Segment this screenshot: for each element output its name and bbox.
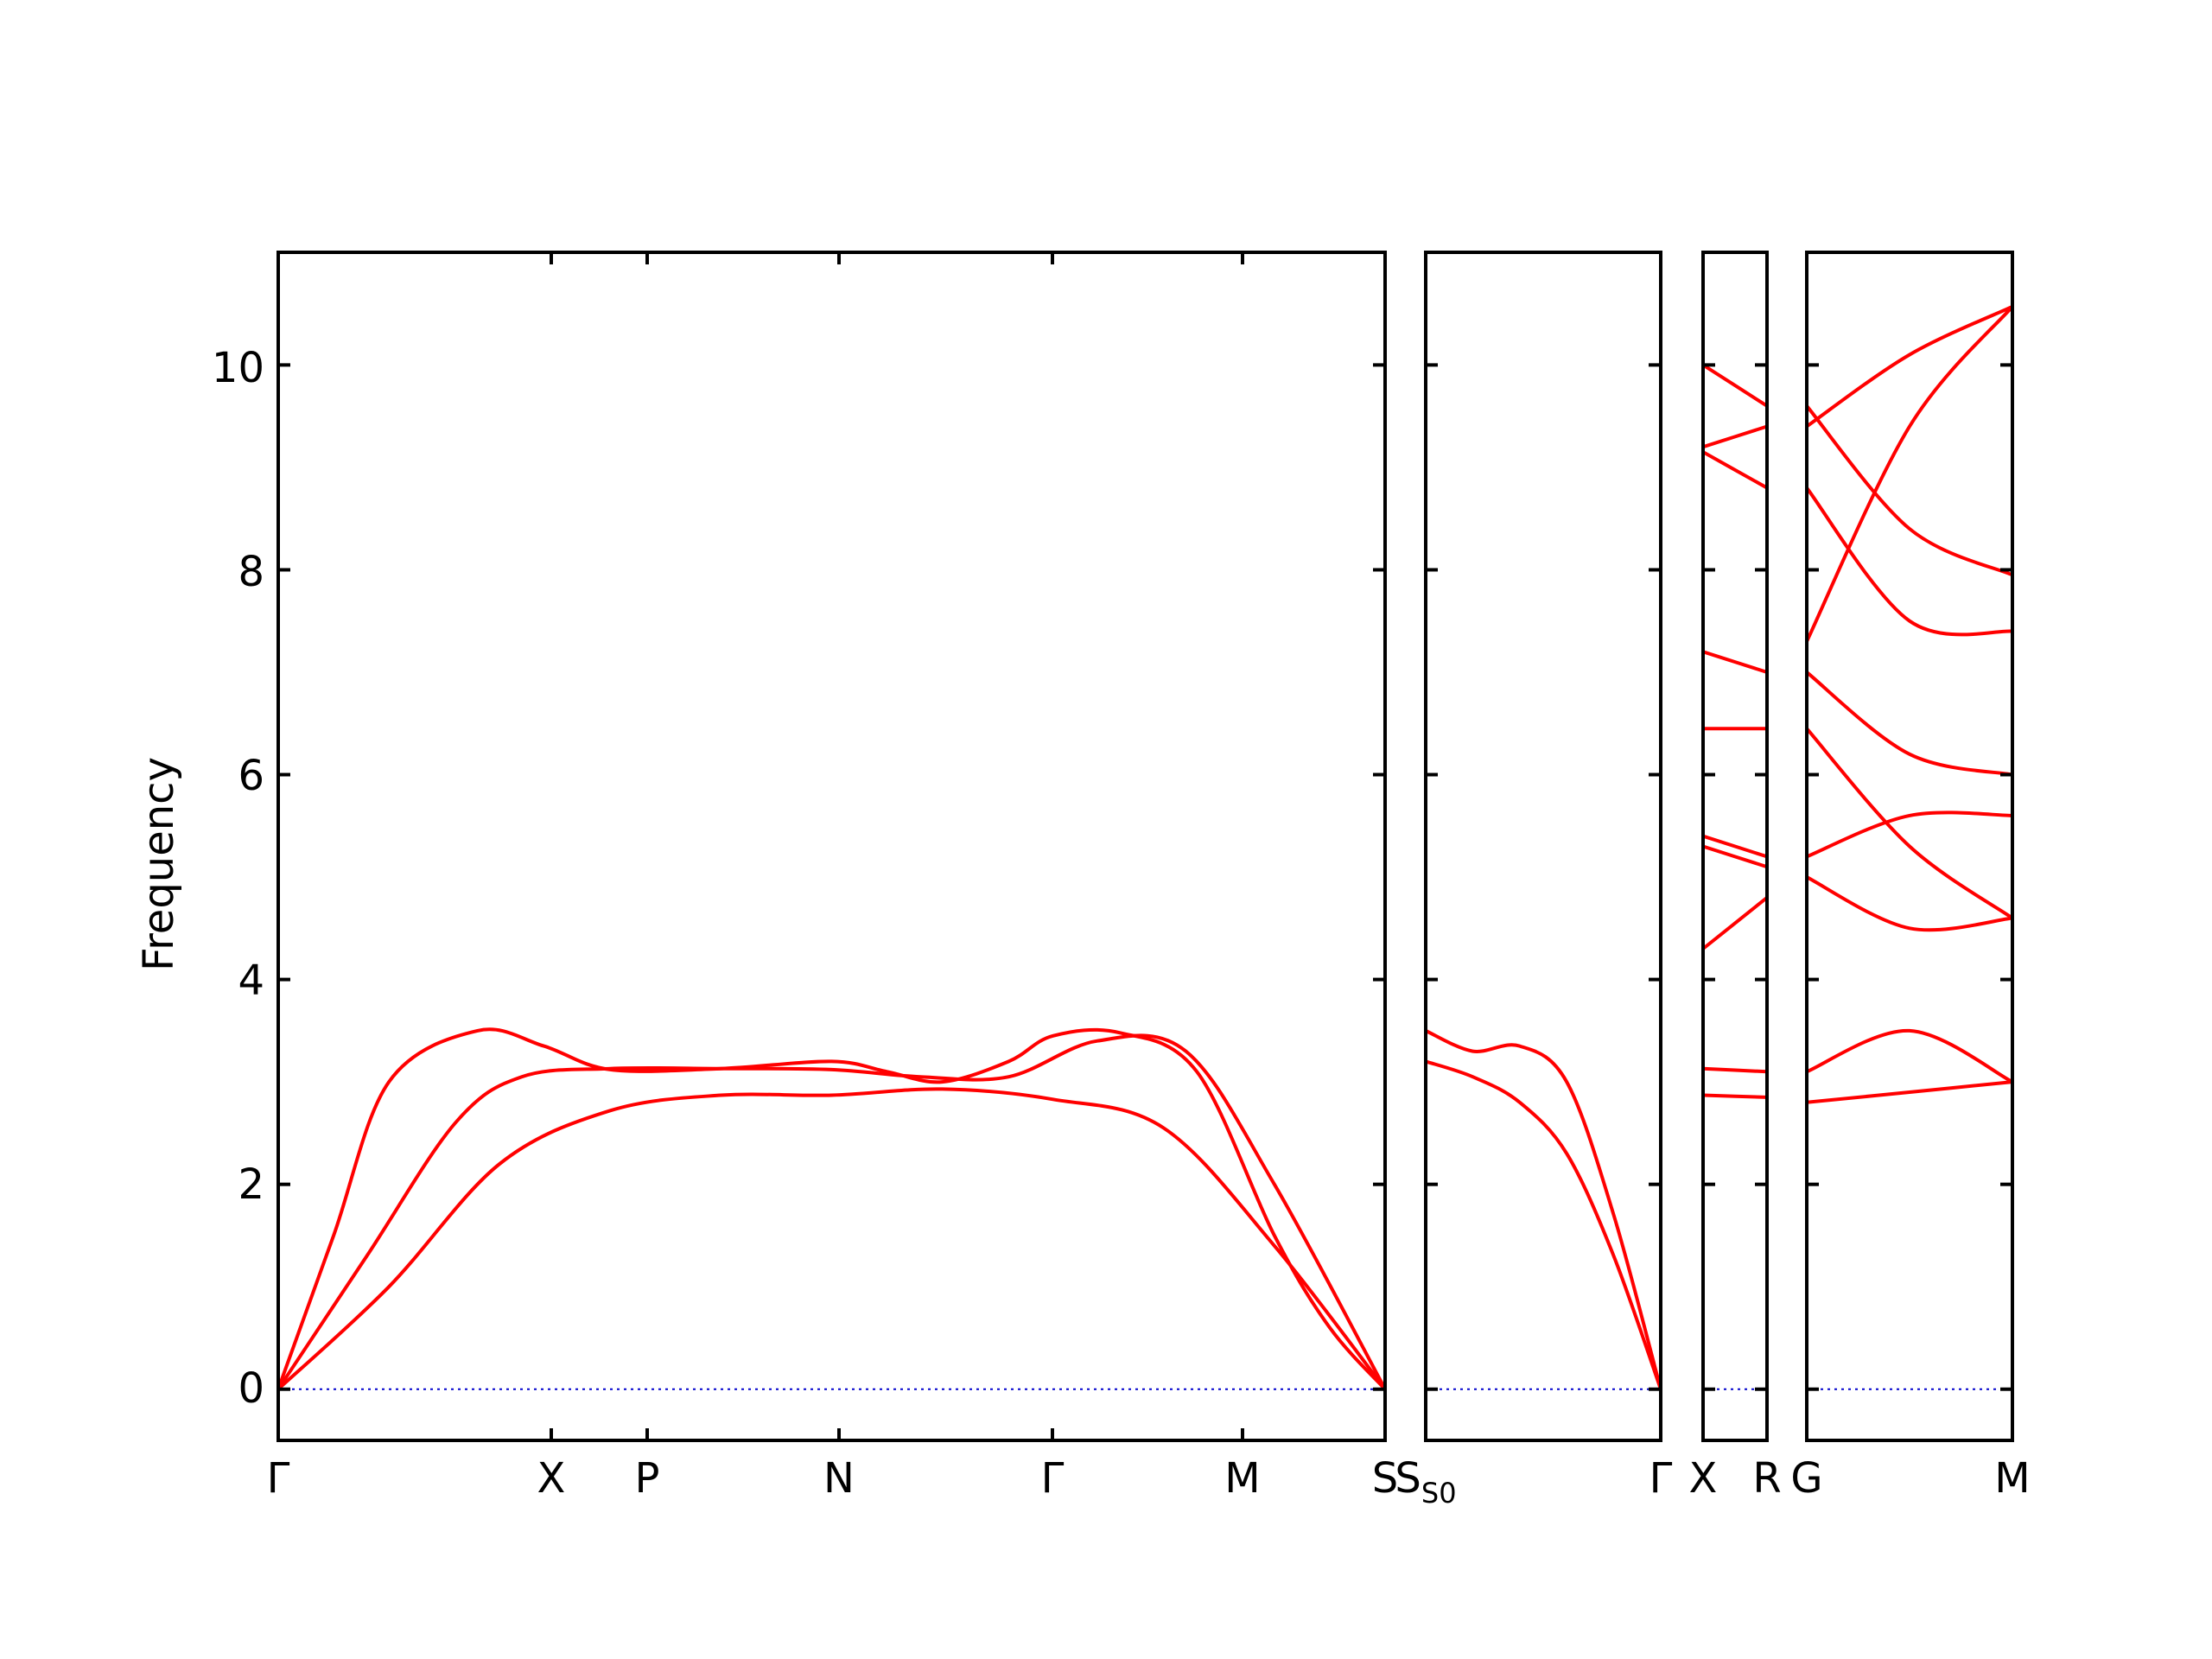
band-line-1 bbox=[278, 1027, 1385, 1391]
band-line-4 bbox=[1807, 486, 2012, 637]
panel-1 bbox=[276, 251, 1387, 1442]
band-line-1 bbox=[1807, 304, 2012, 429]
bands-group bbox=[278, 1027, 1385, 1391]
band-line-3 bbox=[278, 1087, 1385, 1391]
kpoint-label-s0: SS0 bbox=[1395, 1454, 1456, 1510]
y-tick-label-2: 2 bbox=[238, 1160, 264, 1209]
band-line-6 bbox=[1703, 834, 1767, 859]
y-tick-label-6: 6 bbox=[238, 752, 264, 800]
band-line-2 bbox=[278, 1033, 1385, 1391]
band-line-1 bbox=[1426, 1028, 1661, 1391]
band-line-4 bbox=[1703, 650, 1767, 674]
panel-frame bbox=[1424, 251, 1662, 1442]
band-line-5 bbox=[1807, 671, 2012, 777]
kpoint-label-gamma-3: Γ bbox=[1649, 1454, 1673, 1503]
kpoint-label-g: G bbox=[1790, 1454, 1822, 1503]
band-line-9 bbox=[1703, 1066, 1767, 1074]
kpoint-label-m-1: M bbox=[1224, 1454, 1260, 1503]
panel-3 bbox=[1701, 251, 1769, 1442]
panel-frame bbox=[1805, 251, 2014, 1442]
kpoint-label-s: S bbox=[1372, 1454, 1398, 1503]
band-line-3 bbox=[1703, 450, 1767, 490]
y-tick-labels: 0 2 4 6 8 10 bbox=[212, 344, 264, 1413]
kpoint-label-gamma-1: Γ bbox=[267, 1454, 290, 1503]
band-line-6 bbox=[1807, 727, 2012, 920]
kpoint-label-x-1: X bbox=[537, 1454, 566, 1503]
band-line-1 bbox=[1703, 363, 1767, 408]
kpoint-label-p: P bbox=[635, 1454, 660, 1503]
kpoint-label-r: R bbox=[1752, 1454, 1781, 1503]
band-line-7 bbox=[1807, 810, 2012, 859]
panel-frame bbox=[276, 251, 1387, 1442]
band-line-3 bbox=[1807, 404, 2012, 577]
bands-group bbox=[1426, 1028, 1661, 1391]
band-line-9 bbox=[1807, 1028, 2012, 1084]
y-tick-label-8: 8 bbox=[238, 548, 264, 596]
bands-group bbox=[1703, 363, 1767, 1099]
band-line-10 bbox=[1807, 1080, 2012, 1104]
panel-2 bbox=[1424, 251, 1662, 1442]
band-line-8 bbox=[1807, 875, 2012, 932]
x-tick-labels: Γ X P N Γ M S SS0 Γ X R G M bbox=[267, 1454, 2031, 1510]
y-tick-label-0: 0 bbox=[238, 1364, 264, 1413]
kpoint-label-gamma-2: Γ bbox=[1041, 1454, 1065, 1503]
band-line-7 bbox=[1703, 844, 1767, 869]
band-line-2 bbox=[1703, 424, 1767, 449]
kpoint-label-n: N bbox=[823, 1454, 855, 1503]
band-line-2 bbox=[1426, 1059, 1661, 1391]
bands-group bbox=[1807, 304, 2012, 1104]
kpoint-label-x-2: X bbox=[1689, 1454, 1718, 1503]
y-tick-label-4: 4 bbox=[238, 957, 264, 1005]
y-tick-label-10: 10 bbox=[212, 344, 264, 392]
panel-4 bbox=[1805, 251, 2014, 1442]
y-axis-label: Frequency bbox=[135, 757, 183, 971]
panel-frame bbox=[1701, 251, 1769, 1442]
band-line-8 bbox=[1703, 895, 1767, 950]
kpoint-label-m-2: M bbox=[1994, 1454, 2030, 1503]
band-line-10 bbox=[1703, 1093, 1767, 1099]
band-line-2 bbox=[1807, 304, 2012, 644]
